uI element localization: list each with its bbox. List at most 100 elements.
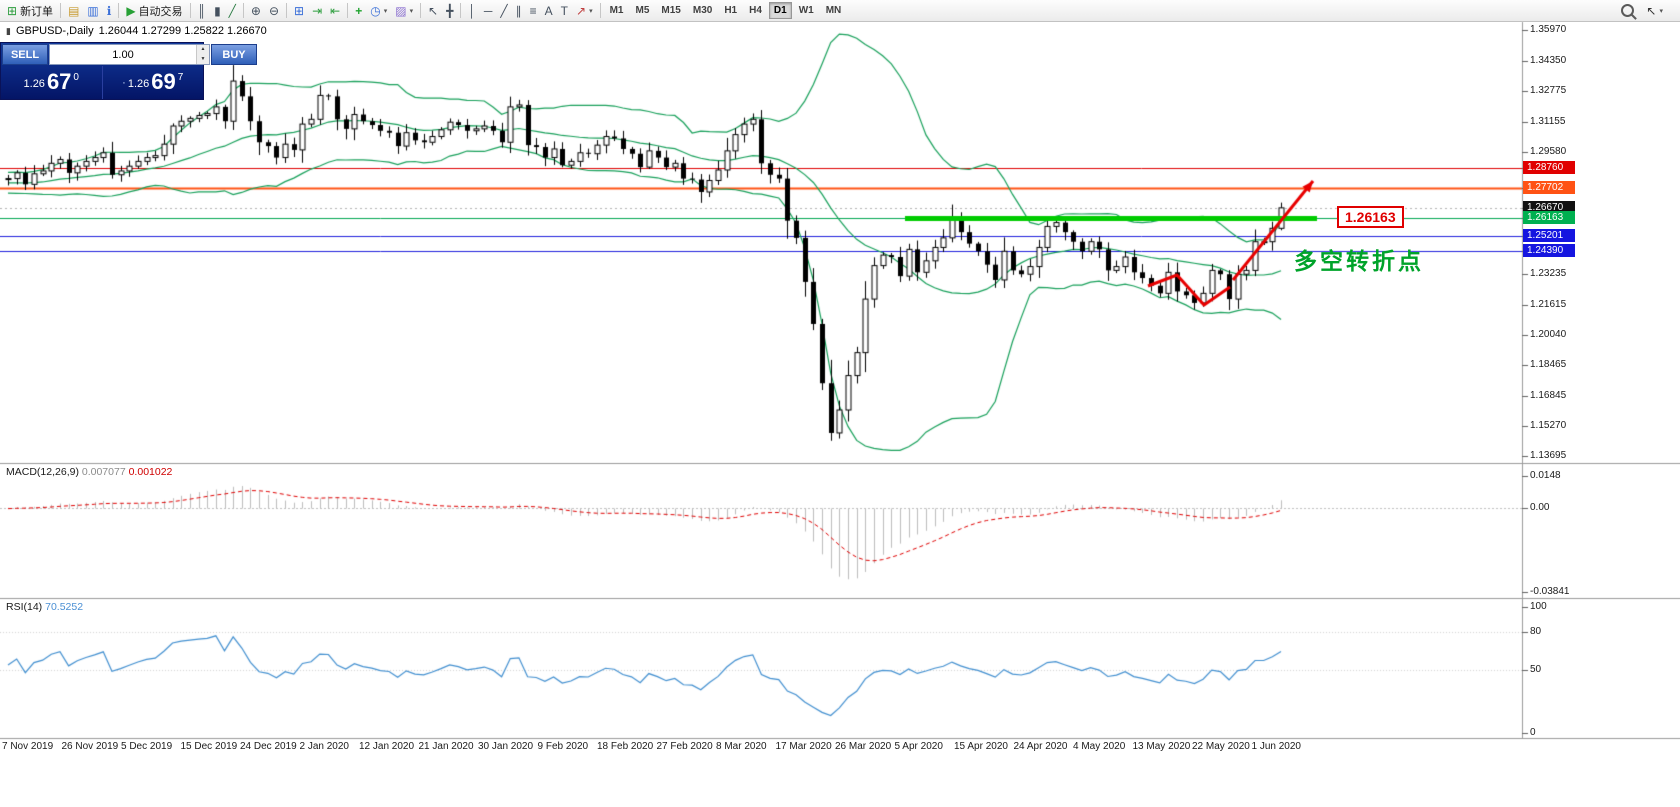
toolbar-right: ↖ ▾	[1621, 2, 1677, 20]
chart-shift-icon[interactable]: ⇤	[326, 2, 344, 20]
timeframe-mn[interactable]: MN	[821, 2, 847, 19]
trendline-icon[interactable]: ╱	[496, 2, 511, 20]
macd-name: MACD(12,26,9)	[6, 466, 79, 478]
chevron-down-icon: ▾	[1659, 7, 1663, 15]
data-window-icon[interactable]: ℹ	[103, 2, 116, 20]
toolbar-separator	[60, 3, 62, 18]
lot-spinner: ▲ ▼	[196, 45, 209, 64]
line-chart-icon[interactable]: ╱	[225, 2, 240, 20]
profiles-icon: ▤	[68, 3, 80, 18]
lot-increase-button[interactable]: ▲	[197, 45, 209, 55]
periods-icon: ◷	[370, 3, 381, 18]
lot-decrease-button[interactable]: ▼	[197, 54, 209, 64]
horizontal-line-icon[interactable]: ─	[480, 2, 497, 20]
toolbar-separator	[242, 3, 244, 18]
fibonacci-icon: ≡	[529, 3, 537, 18]
chart-shift-icon: ⇤	[330, 3, 341, 18]
auto-trading-button[interactable]: ▶ 自动交易	[122, 2, 186, 20]
timeframe-m15[interactable]: M15	[656, 2, 685, 19]
templates-icon[interactable]: ▨ ▾	[391, 2, 417, 20]
sell-price-prefix: 1.26	[23, 78, 45, 90]
periods-icon[interactable]: ◷ ▾	[366, 2, 391, 20]
new-order-button[interactable]: ⊞ 新订单	[3, 2, 57, 20]
arrows-icon: ↗	[576, 3, 587, 18]
new-order-button: ⊞	[7, 3, 18, 18]
channel-icon[interactable]: ∥	[512, 2, 526, 20]
macd-main-value: 0.007077	[81, 466, 126, 478]
candlestick-icon: ▮	[6, 25, 11, 36]
candlestick-chart-icon: ▮	[214, 3, 221, 18]
indicators-icon: +	[355, 3, 363, 18]
crosshair-icon[interactable]: ╋	[442, 2, 457, 20]
toolbar-separator	[189, 3, 191, 18]
rsi-name: RSI(14)	[6, 601, 43, 613]
buy-price-prefix: 1.26	[127, 78, 150, 90]
buy-button[interactable]: BUY	[211, 44, 257, 65]
market-watch-icon[interactable]: ▥	[83, 2, 102, 20]
tile-windows-icon: ⊞	[294, 3, 305, 18]
toolbar-separator	[347, 3, 349, 18]
auto-trading-button-label: 自动交易	[138, 5, 183, 18]
tick-direction-dot: ·	[122, 77, 126, 89]
horizontal-line-icon: ─	[483, 3, 493, 18]
timeframe-m1[interactable]: M1	[605, 2, 629, 19]
sell-price[interactable]: 1.26 67 0	[1, 66, 102, 99]
indicators-icon[interactable]: +	[351, 2, 366, 20]
zoom-out-icon: ⊖	[268, 3, 280, 18]
vertical-line-icon: │	[468, 3, 476, 18]
text-icon[interactable]: A	[541, 2, 557, 20]
timeframe-d1[interactable]: D1	[768, 2, 792, 19]
buy-price-big: 69	[151, 69, 176, 94]
lot-size-input[interactable]	[50, 45, 196, 64]
rsi-value: 70.5252	[45, 601, 84, 613]
timeframe-w1[interactable]: W1	[794, 2, 819, 19]
timeframe-h4[interactable]: H4	[744, 2, 767, 19]
auto-trading-button: ▶	[126, 3, 136, 18]
timeframe-h1[interactable]: H1	[719, 2, 742, 19]
data-window-icon: ℹ	[106, 3, 112, 18]
lot-size-box: ▲ ▼	[49, 44, 210, 65]
timeframe-m5[interactable]: M5	[631, 2, 655, 19]
cursor-arrow-icon: ↖	[1646, 3, 1657, 18]
fibonacci-icon[interactable]: ≡	[526, 2, 541, 20]
label-icon[interactable]: T	[557, 2, 572, 20]
candlestick-chart-icon[interactable]: ▮	[210, 2, 225, 20]
zoom-out-icon[interactable]: ⊖	[265, 2, 283, 20]
rsi-label: RSI(14) 70.5252	[6, 601, 83, 613]
timeframe-m30[interactable]: M30	[688, 2, 717, 19]
market-watch-icon: ▥	[87, 3, 99, 18]
toolbar: ⊞ 新订单 ▤ ▥ ℹ ▶ 自动交易 ║ ▮ ╱ ⊕ ⊖ ⊞ ⇥ ⇤ + ◷ ▾ ▨ ▾ ↖ ╋ │ ─ ╱ ∥ ≡ A T ↗ ▾ M1 M5…	[0, 0, 1680, 22]
chart-title-symbol: GBPUSD-,Daily	[15, 25, 94, 37]
toolbar-separator	[460, 3, 462, 18]
toolbar-separator	[599, 3, 601, 18]
sell-button[interactable]: SELL	[2, 44, 48, 65]
tile-windows-icon[interactable]: ⊞	[290, 2, 308, 20]
chart-title-ohlc: 1.26044 1.27299 1.25822 1.26670	[98, 25, 267, 37]
trade-widget-prices: 1.26 67 0 · 1.26 69 7	[1, 66, 203, 99]
arrows-icon[interactable]: ↗ ▾	[572, 2, 597, 20]
turning-point-annotation[interactable]: 多空转折点	[1294, 248, 1424, 274]
trendline-icon: ╱	[500, 3, 508, 18]
pointer-tool-icon[interactable]: ↖ ▾	[1642, 2, 1667, 20]
label-icon: T	[560, 3, 569, 18]
bar-chart-icon[interactable]: ║	[194, 2, 211, 20]
chevron-down-icon: ▾	[383, 7, 388, 15]
line-chart-icon: ╱	[228, 3, 236, 18]
search-icon[interactable]	[1621, 4, 1635, 17]
auto-scroll-icon[interactable]: ⇥	[308, 2, 326, 20]
buy-price[interactable]: · 1.26 69 7	[101, 66, 204, 99]
cursor-icon[interactable]: ↖	[424, 2, 442, 20]
toolbar-separator	[420, 3, 422, 18]
crosshair-icon: ╋	[446, 3, 454, 18]
zoom-in-icon[interactable]: ⊕	[247, 2, 265, 20]
new-order-button-label: 新订单	[20, 5, 54, 18]
profiles-icon[interactable]: ▤	[64, 2, 83, 20]
macd-label: MACD(12,26,9) 0.007077 0.001022	[6, 466, 172, 478]
vertical-line-icon[interactable]: │	[464, 2, 480, 20]
macd-signal-value: 0.001022	[128, 466, 173, 478]
support-level-label[interactable]: 1.26163	[1337, 206, 1404, 228]
buy-price-sup: 7	[177, 72, 184, 83]
trade-widget-controls: SELL ▲ ▼ BUY	[1, 43, 257, 66]
